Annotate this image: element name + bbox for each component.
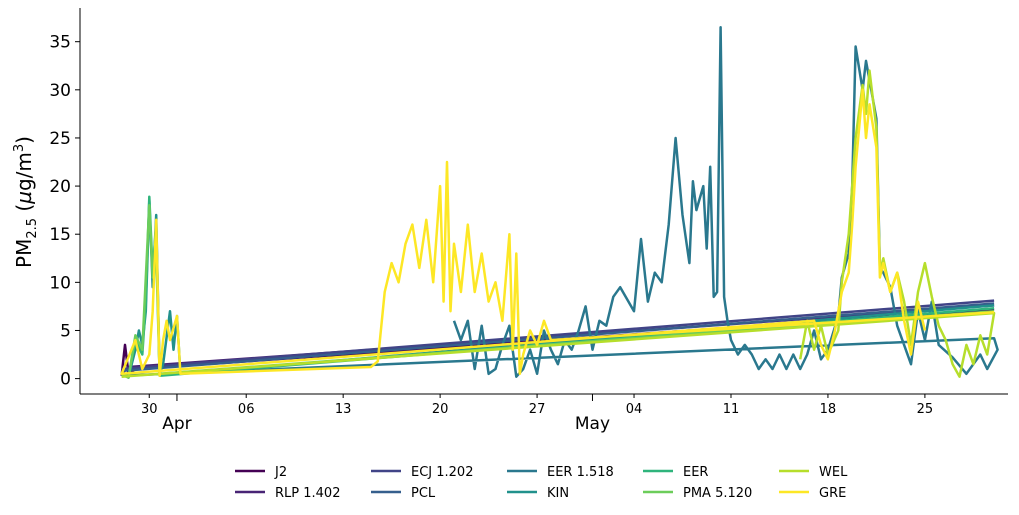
legend-item-8: WEL: [779, 465, 848, 480]
series-line-2: [121, 299, 995, 371]
x-tick-label: 20: [432, 402, 449, 417]
legend-item-0: J2: [235, 465, 287, 480]
series-line-8: [121, 69, 996, 378]
y-tick-label: 15: [49, 225, 71, 245]
legend-label: ECJ 1.202: [411, 465, 473, 480]
plot-lines: [120, 26, 999, 379]
axes: [79, 8, 1008, 395]
y-tick-label: 10: [49, 273, 71, 293]
legend-label: WEL: [819, 465, 848, 480]
y-tick-label: 30: [49, 81, 71, 101]
y-ticks: 0 5 10 15 20 25 30 35: [49, 33, 80, 390]
y-tick-label: 35: [49, 33, 71, 53]
legend-item-3: PCL: [371, 486, 436, 501]
legend-item-2: ECJ 1.202: [371, 465, 473, 480]
legend-item-7: PMA 5.120: [643, 486, 752, 501]
month-tick-label: Apr: [162, 414, 191, 434]
month-tick-label: May: [575, 414, 610, 434]
legend-label: GRE: [819, 486, 846, 501]
legend-item-5: KIN: [507, 486, 569, 501]
y-tick-label: 25: [49, 129, 71, 149]
legend-label: EER 1.518: [547, 465, 614, 480]
x-tick-label: 18: [820, 402, 837, 417]
y-tick-label: 5: [60, 321, 71, 341]
y-axis-label: PM2.5 (µg/m3): [12, 136, 40, 268]
series-line-7: [121, 204, 995, 379]
x-tick-label: 13: [335, 402, 352, 417]
x-tick-label: 30: [141, 402, 158, 417]
x-tick-label: 06: [238, 402, 255, 417]
series-line-4: [121, 26, 999, 378]
x-tick-label: 04: [626, 402, 643, 417]
y-tick-label: 0: [60, 370, 71, 390]
legend: J2 RLP 1.402 ECJ 1.202 PCL EER 1.518 KIN EER PM…: [235, 465, 848, 501]
x-ticks: 30 06 13 20 27 04 11 18 25 Apr May: [141, 394, 933, 434]
series-line-6: [120, 195, 995, 379]
series-line-3: [121, 302, 995, 373]
x-tick-label: 27: [529, 402, 546, 417]
y-tick-label: 20: [49, 177, 71, 197]
legend-label: RLP 1.402: [275, 486, 340, 501]
legend-label: PCL: [411, 486, 436, 501]
legend-item-9: GRE: [779, 486, 846, 501]
legend-label: EER: [683, 465, 708, 480]
series-line-9: [120, 88, 995, 377]
legend-item-6: EER: [643, 465, 708, 480]
legend-label: KIN: [547, 486, 569, 501]
legend-item-4: EER 1.518: [507, 465, 614, 480]
x-tick-label: 11: [723, 402, 740, 417]
legend-label: J2: [274, 465, 287, 480]
series-line-5: [120, 199, 995, 378]
legend-item-1: RLP 1.402: [235, 486, 340, 501]
x-tick-label: 25: [917, 402, 934, 417]
legend-label: PMA 5.120: [683, 486, 752, 501]
